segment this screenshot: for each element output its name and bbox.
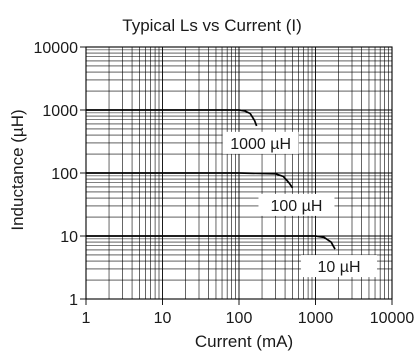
y-tick-label: 100: [51, 166, 78, 183]
series-labels: 1000 µH 100 µH 10 µH: [222, 131, 378, 278]
x-tick-label: 100: [226, 310, 253, 327]
series-label: 1000 µH: [230, 136, 291, 153]
series-label: 10 µH: [318, 259, 361, 276]
y-tick-label: 1000: [42, 103, 78, 120]
x-tick-label: 1000: [298, 310, 334, 327]
x-tick-label: 10: [154, 310, 172, 327]
series-label: 100 µH: [271, 198, 323, 215]
x-tick-label: 1: [82, 310, 91, 327]
series-line: [86, 172, 294, 189]
x-axis-title: Current (mA): [195, 332, 293, 351]
series-line: [86, 235, 336, 250]
series-curves: [86, 109, 336, 250]
chart-title: Typical Ls vs Current (I): [122, 16, 302, 35]
y-axis-title: Inductance (µH): [8, 109, 27, 230]
y-tick-label: 10: [60, 229, 78, 246]
tick-labels: 1 10 100 1000 10000 1 10 100 1000 10000: [34, 40, 415, 327]
series-line: [86, 109, 258, 127]
series-label-background: [301, 255, 378, 278]
y-tick-label: 1: [69, 292, 78, 309]
series-label-background: [222, 131, 299, 154]
x-tick-label: 10000: [370, 310, 415, 327]
y-tick-label: 10000: [34, 40, 79, 57]
series-label-background: [258, 193, 335, 216]
